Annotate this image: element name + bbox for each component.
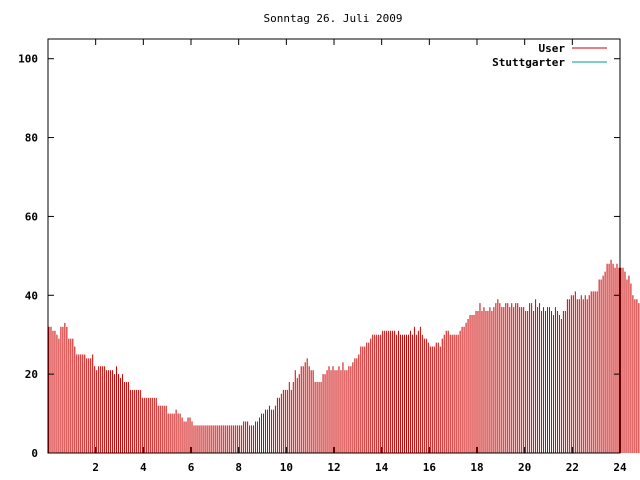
- x-tick-label: 6: [188, 461, 195, 474]
- y-tick-label: 40: [25, 289, 38, 302]
- y-axis-labels: 0 20 40 60 80 100: [18, 53, 38, 460]
- x-tick-label: 16: [423, 461, 437, 474]
- x-tick-label: 14: [375, 461, 389, 474]
- x-axis-labels: 2 4 6 8 10 12 14 16 18 20 22 24: [92, 461, 627, 474]
- x-tick-label: 8: [235, 461, 242, 474]
- x-tick-label: 18: [470, 461, 483, 474]
- x-tick-label: 4: [140, 461, 147, 474]
- x-tick-label: 22: [566, 461, 579, 474]
- legend-label-stuttgarter: Stuttgarter: [492, 56, 565, 69]
- legend: User Stuttgarter: [492, 42, 607, 69]
- axis-ticks: [48, 39, 621, 454]
- x-tick-label: 10: [280, 461, 293, 474]
- y-tick-label: 80: [25, 132, 38, 145]
- plot-frame: [47, 38, 621, 454]
- y-tick-label: 0: [31, 447, 38, 460]
- x-tick-label: 24: [613, 461, 627, 474]
- y-tick-label: 20: [25, 368, 38, 381]
- y-tick-label: 100: [18, 53, 38, 66]
- y-tick-label: 60: [25, 210, 38, 223]
- x-tick-label: 12: [327, 461, 340, 474]
- x-tick-label: 20: [518, 461, 531, 474]
- bars-layer: [48, 259, 640, 453]
- legend-label-user: User: [539, 42, 566, 55]
- x-tick-label: 2: [92, 461, 99, 474]
- chart-title: Sonntag 26. Juli 2009: [263, 12, 402, 25]
